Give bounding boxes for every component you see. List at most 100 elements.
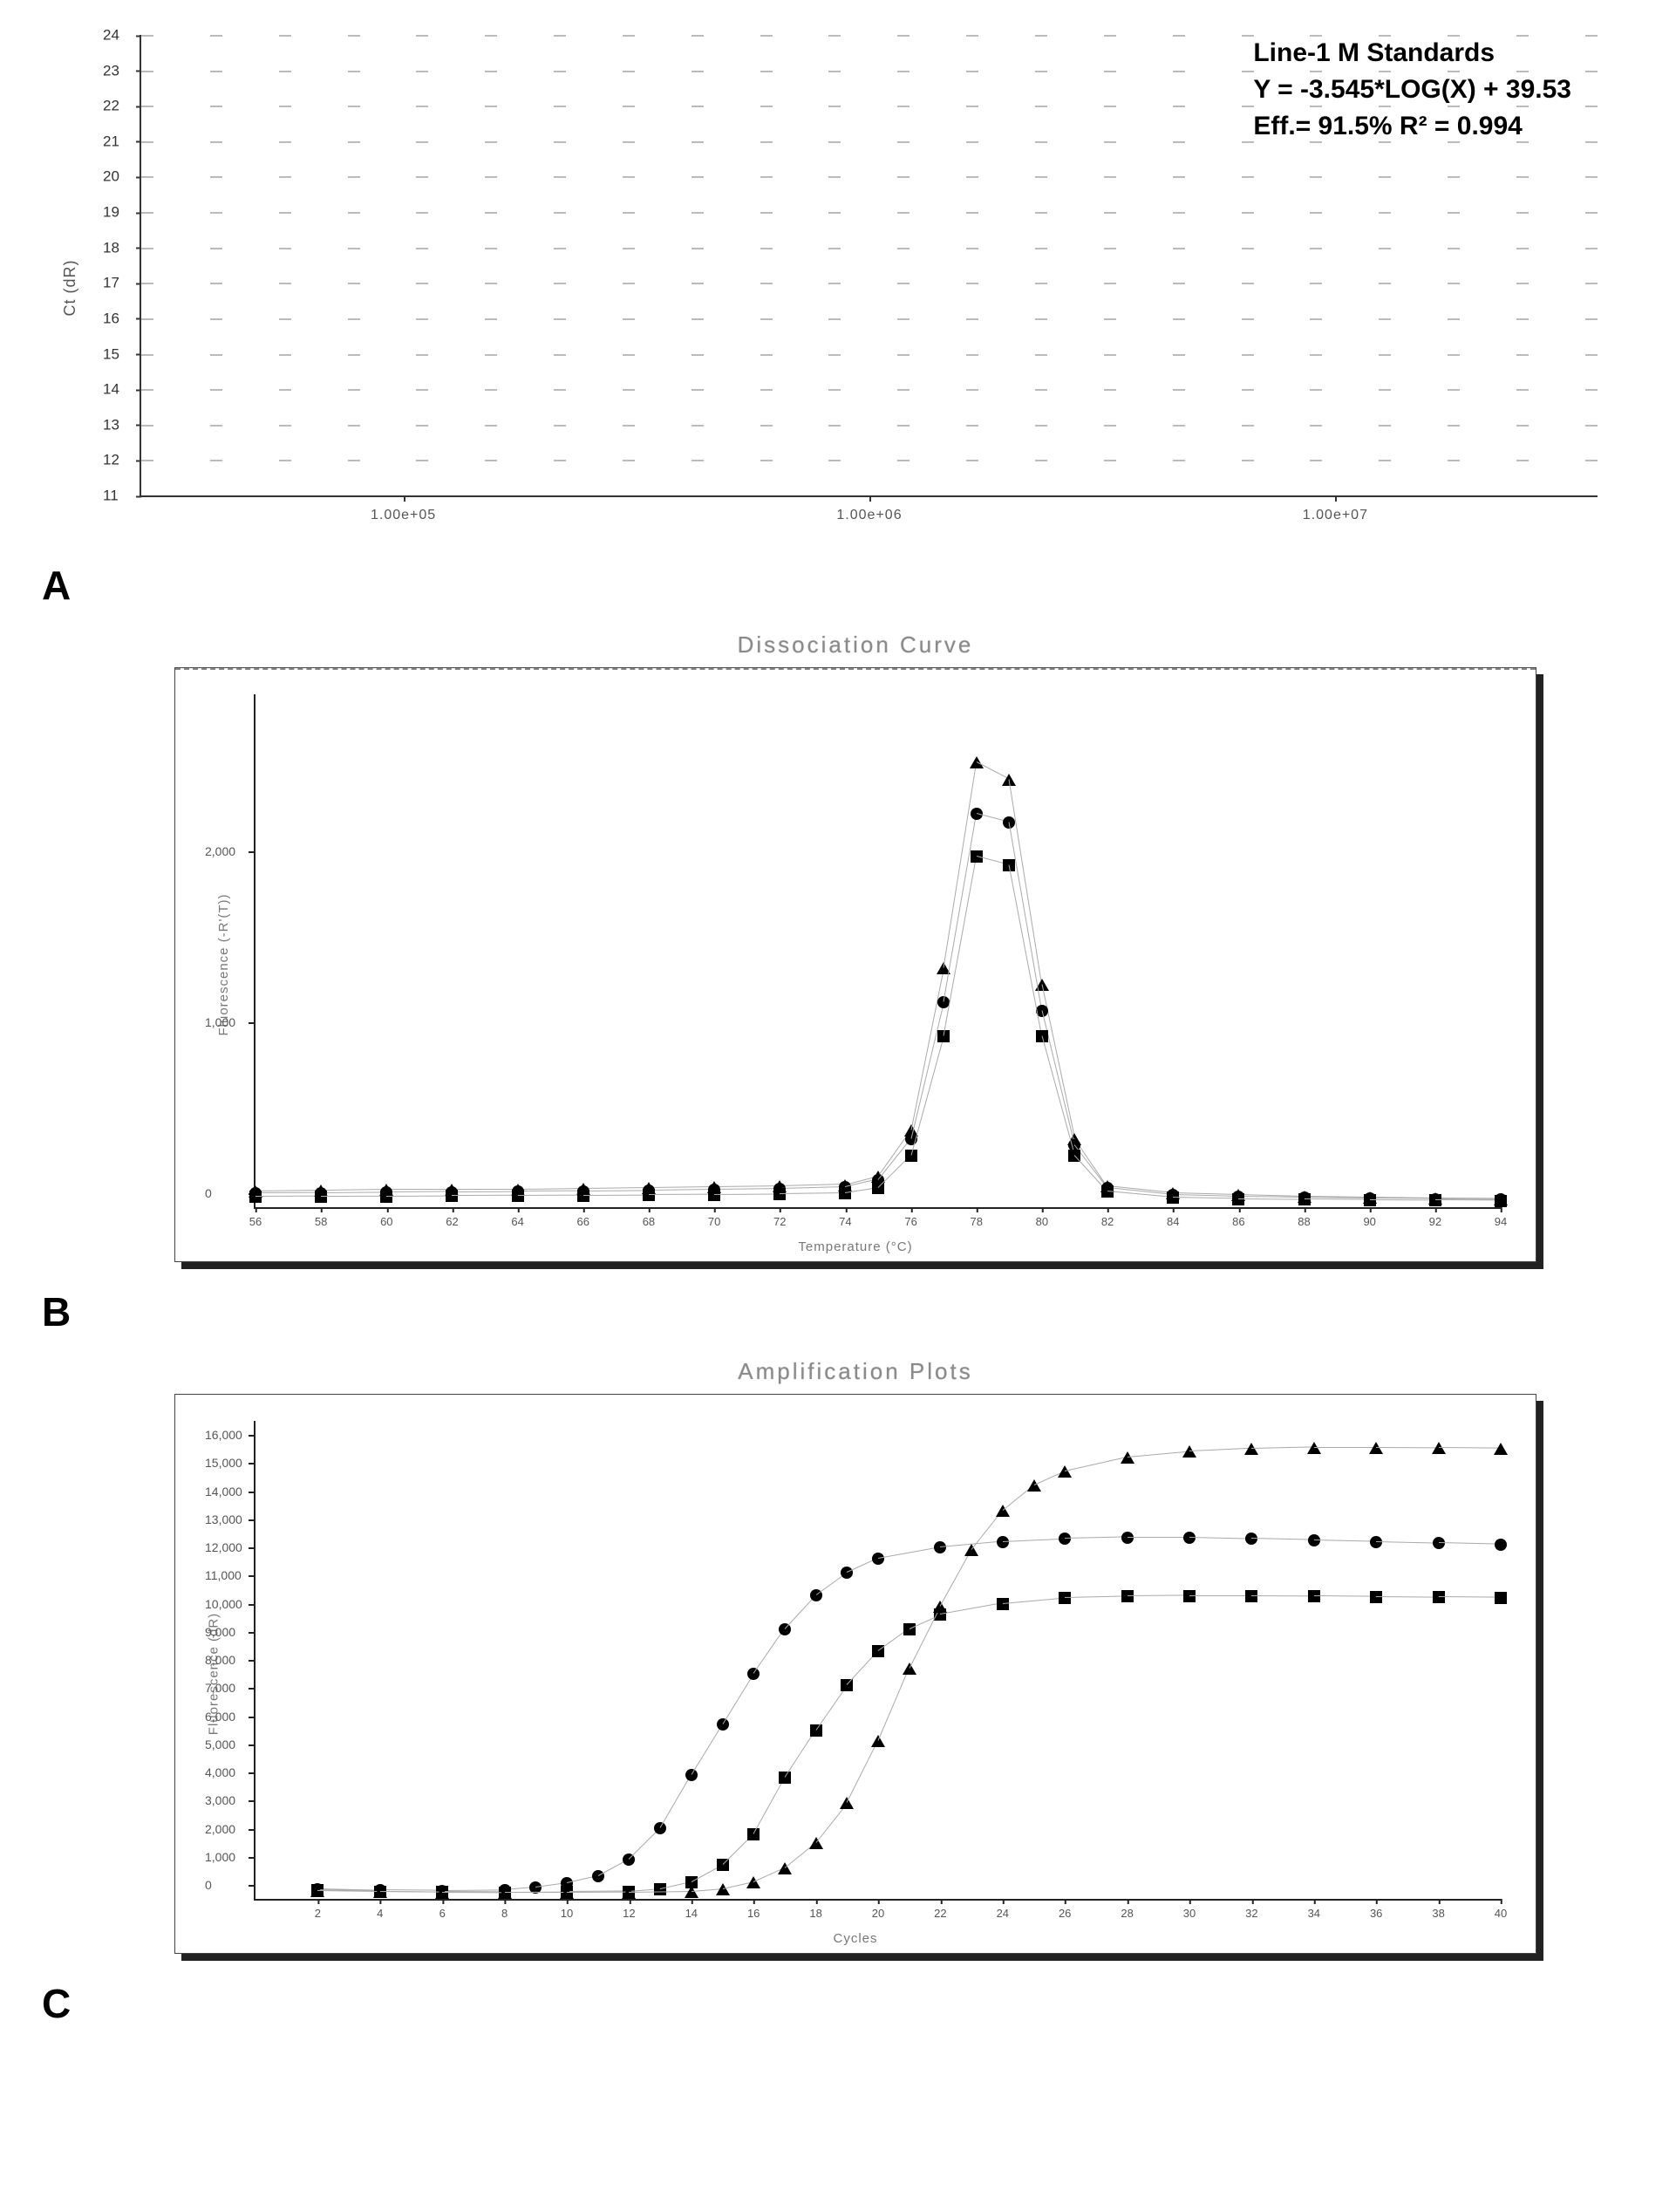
y-tick: 2,000	[205, 1822, 235, 1836]
series-line	[452, 1189, 517, 1190]
series-line	[944, 814, 978, 1002]
anno-line3: Eff.= 91.5% R² = 0.994	[1253, 108, 1571, 145]
y-tick: 11,000	[205, 1568, 242, 1582]
data-point	[446, 1190, 458, 1202]
x-tick: 66	[577, 1215, 589, 1228]
series-line	[878, 1668, 910, 1741]
series-line	[518, 1195, 583, 1196]
y-tick: 19	[103, 205, 119, 220]
y-tick: 0	[205, 1186, 212, 1200]
panel-a-ylabel: Ct (dR)	[61, 260, 79, 317]
series-line	[380, 1891, 442, 1893]
data-point	[512, 1190, 524, 1202]
x-tick: 58	[315, 1215, 327, 1228]
x-tick: 80	[1036, 1215, 1048, 1228]
series-line	[629, 1891, 691, 1893]
panel-b: Dissociation Curve Fluorescence (-R'(T))…	[174, 632, 1536, 1262]
y-tick: 0	[205, 1878, 212, 1892]
x-tick: 18	[809, 1907, 821, 1920]
series-line	[1003, 1538, 1065, 1541]
x-tick: 90	[1363, 1215, 1375, 1228]
panel-c: Amplification Plots Fluorescence (dR) Cy…	[174, 1358, 1536, 1954]
data-point	[779, 1772, 791, 1784]
x-tick: 74	[839, 1215, 851, 1228]
data-point	[1183, 1590, 1196, 1602]
series-line	[753, 1628, 786, 1674]
series-line	[1128, 1451, 1189, 1457]
y-tick: 8,000	[205, 1653, 235, 1667]
series-line	[940, 1603, 1003, 1615]
series-line	[317, 1890, 379, 1892]
data-point	[249, 1191, 262, 1203]
y-tick: 5,000	[205, 1738, 235, 1751]
y-tick: 14,000	[205, 1485, 242, 1499]
series-line	[847, 1741, 879, 1803]
series-line	[1314, 1595, 1376, 1597]
series-line	[442, 1892, 504, 1893]
x-tick: 88	[1298, 1215, 1310, 1228]
series-line	[649, 1189, 714, 1191]
data-point	[643, 1189, 655, 1201]
panel-b-box: Fluorescence (-R'(T)) Temperature (°C) 0…	[174, 667, 1536, 1262]
y-tick: 12	[103, 453, 119, 468]
x-tick: 82	[1101, 1215, 1114, 1228]
series-line	[660, 1774, 692, 1828]
series-line	[505, 1892, 567, 1893]
x-tick: 34	[1308, 1907, 1320, 1920]
series-line	[255, 1196, 321, 1197]
dashed-line-icon	[175, 668, 1536, 670]
x-tick: 86	[1232, 1215, 1244, 1228]
y-tick: 15	[103, 346, 119, 361]
series-line	[784, 1730, 816, 1778]
x-tick: 8	[501, 1907, 508, 1920]
x-tick: 36	[1370, 1907, 1382, 1920]
series-line	[1128, 1595, 1189, 1597]
data-point	[1298, 1193, 1311, 1205]
x-tick	[1335, 495, 1337, 502]
data-point	[498, 1887, 512, 1899]
series-line	[1439, 1447, 1501, 1449]
x-tick: 12	[623, 1907, 635, 1920]
x-tick: 76	[904, 1215, 916, 1228]
y-tick: 2,000	[205, 844, 235, 858]
x-tick: 32	[1245, 1907, 1257, 1920]
panel-b-plot: 01,0002,00056586062646668707274767880828…	[254, 694, 1501, 1209]
y-tick: 15,000	[205, 1456, 242, 1470]
series-line	[1314, 1540, 1376, 1542]
panel-a-annotation: Line-1 M Standards Y = -3.545*LOG(X) + 3…	[1253, 35, 1571, 145]
data-point	[1494, 1443, 1508, 1455]
x-tick: 94	[1495, 1215, 1507, 1228]
x-tick: 70	[708, 1215, 720, 1228]
series-line	[1189, 1448, 1251, 1451]
series-line	[1370, 1199, 1435, 1200]
series-line	[583, 1190, 649, 1191]
series-line	[255, 1192, 321, 1193]
y-tick: 6,000	[205, 1710, 235, 1724]
x-tick: 56	[249, 1215, 262, 1228]
page-root: Ct (dR) Line-1 M Standards Y = -3.545*LO…	[0, 0, 1676, 2102]
panel-c-letter: C	[42, 1980, 1641, 2027]
data-point	[1495, 1195, 1507, 1207]
series-line	[1065, 1457, 1128, 1471]
x-tick: 68	[643, 1215, 655, 1228]
series-line	[1439, 1596, 1501, 1598]
x-tick: 10	[561, 1907, 573, 1920]
data-point	[934, 1541, 946, 1553]
y-tick: 13	[103, 417, 119, 432]
x-tick: 20	[872, 1907, 884, 1920]
series-line	[780, 1192, 845, 1194]
series-line	[386, 1195, 452, 1196]
x-tick	[869, 495, 871, 502]
data-point	[1495, 1592, 1507, 1604]
series-line	[1251, 1595, 1313, 1596]
series-line	[583, 1187, 649, 1189]
series-line	[567, 1892, 629, 1893]
y-tick: 16,000	[205, 1428, 242, 1442]
y-tick: 14	[103, 382, 119, 397]
series-line	[1009, 822, 1043, 1010]
x-tick: 72	[773, 1215, 786, 1228]
data-point	[1058, 1465, 1072, 1478]
x-tick: 92	[1429, 1215, 1441, 1228]
y-tick: 24	[103, 28, 119, 43]
data-point	[717, 1718, 729, 1731]
